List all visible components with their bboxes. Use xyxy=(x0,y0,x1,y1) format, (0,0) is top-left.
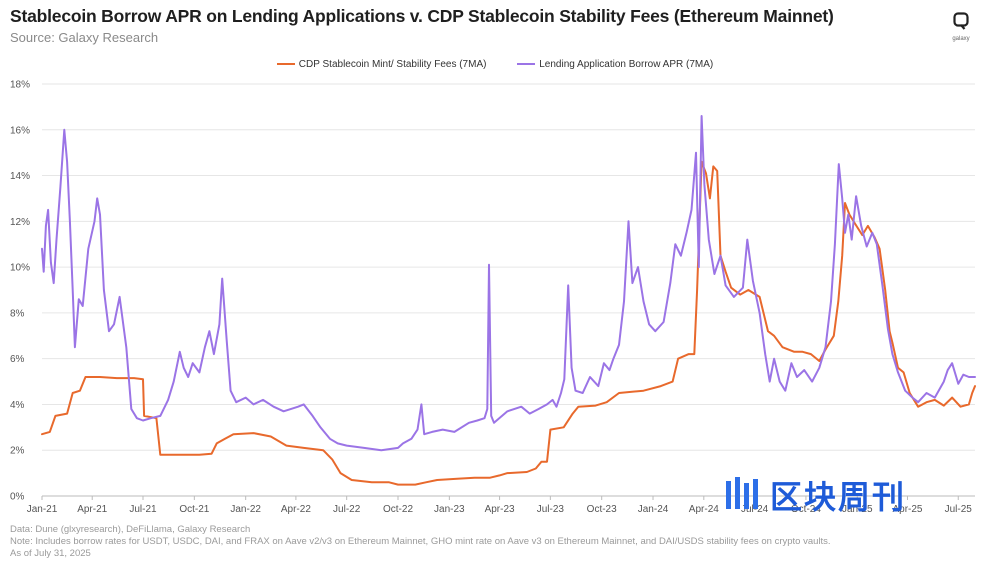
x-tick-label: Jan-21 xyxy=(27,504,58,515)
x-tick-label: Apr-23 xyxy=(485,504,515,515)
x-tick-label: Jul-22 xyxy=(333,504,361,515)
chart-subtitle: Source: Galaxy Research xyxy=(10,30,159,45)
chart-notes: Data: Dune (glxyresearch), DeFiLlama, Ga… xyxy=(10,524,831,560)
x-tick-label: Oct-22 xyxy=(383,504,413,515)
x-tick-label: Jul-25 xyxy=(945,504,973,515)
x-tick-label: Oct-24 xyxy=(791,504,821,515)
note-description: Note: Includes borrow rates for USDT, US… xyxy=(10,536,831,547)
series-line-lending-borrow-apr xyxy=(41,115,976,452)
chart-legend: CDP Stablecoin Mint/ Stability Fees (7MA… xyxy=(0,57,990,70)
note-data-source: Data: Dune (glxyresearch), DeFiLlama, Ga… xyxy=(10,524,251,535)
chart-title: Stablecoin Borrow APR on Lending Applica… xyxy=(10,6,834,26)
y-tick-label: 16% xyxy=(10,125,30,136)
y-tick-label: 14% xyxy=(10,171,30,182)
x-tick-label: Jul-23 xyxy=(537,504,565,515)
legend-swatch-cdp xyxy=(276,63,295,65)
y-tick-label: 12% xyxy=(10,217,30,228)
y-tick-label: 6% xyxy=(10,354,25,365)
x-tick-label: Apr-21 xyxy=(77,504,107,515)
y-tick-label: 2% xyxy=(10,446,25,457)
chart-gridlines xyxy=(42,83,975,451)
x-tick-label: Jan-23 xyxy=(434,504,465,515)
legend-item-cdp: CDP Stablecoin Mint/ Stability Fees (7MA… xyxy=(276,58,487,70)
legend-item-lending: Lending Application Borrow APR (7MA) xyxy=(517,59,713,70)
watermark: 区块周刊 xyxy=(724,472,906,518)
legend-label-lending: Lending Application Borrow APR (7MA) xyxy=(539,58,714,70)
x-tick-label: Jan-24 xyxy=(638,504,669,515)
galaxy-logo-icon xyxy=(953,12,969,30)
chart-series xyxy=(41,115,976,486)
note-as-of-date: As of July 31, 2025 xyxy=(10,548,91,559)
x-axis-tick-labels: Jan-21 Apr-21 Jul-21 Oct-21 Jan-22 Apr-22 Jul-… xyxy=(27,496,973,515)
y-tick-label: 18% xyxy=(10,80,30,91)
legend-swatch-lending xyxy=(517,63,536,65)
x-tick-label: Jan-25 xyxy=(842,504,873,515)
x-tick-label: Jul-21 xyxy=(129,504,157,515)
x-tick-label: Oct-21 xyxy=(179,504,209,515)
y-axis-tick-labels: 0% 2% 4% 6% 8% 10% 12% 14% 16% 18% xyxy=(10,80,30,503)
galaxy-logo-text: galaxy xyxy=(952,36,970,42)
x-tick-label: Oct-23 xyxy=(587,504,617,515)
series-line-cdp-stability-fees xyxy=(41,160,976,486)
legend-label-cdp: CDP Stablecoin Mint/ Stability Fees (7MA… xyxy=(298,58,487,70)
x-tick-label: Apr-24 xyxy=(689,504,719,515)
y-tick-label: 4% xyxy=(10,400,25,411)
x-tick-label: Apr-22 xyxy=(281,504,311,515)
x-tick-label: Jan-22 xyxy=(230,504,261,515)
x-tick-label: Apr-25 xyxy=(892,504,922,515)
watermark-text: 区块周刊 xyxy=(770,478,907,516)
y-tick-label: 10% xyxy=(10,263,30,274)
y-tick-label: 8% xyxy=(10,308,25,319)
galaxy-logo: galaxy xyxy=(948,12,974,42)
y-tick-label: 0% xyxy=(10,492,25,503)
watermark-logo-icon xyxy=(726,477,758,509)
x-tick-label: Jul-24 xyxy=(741,504,769,515)
